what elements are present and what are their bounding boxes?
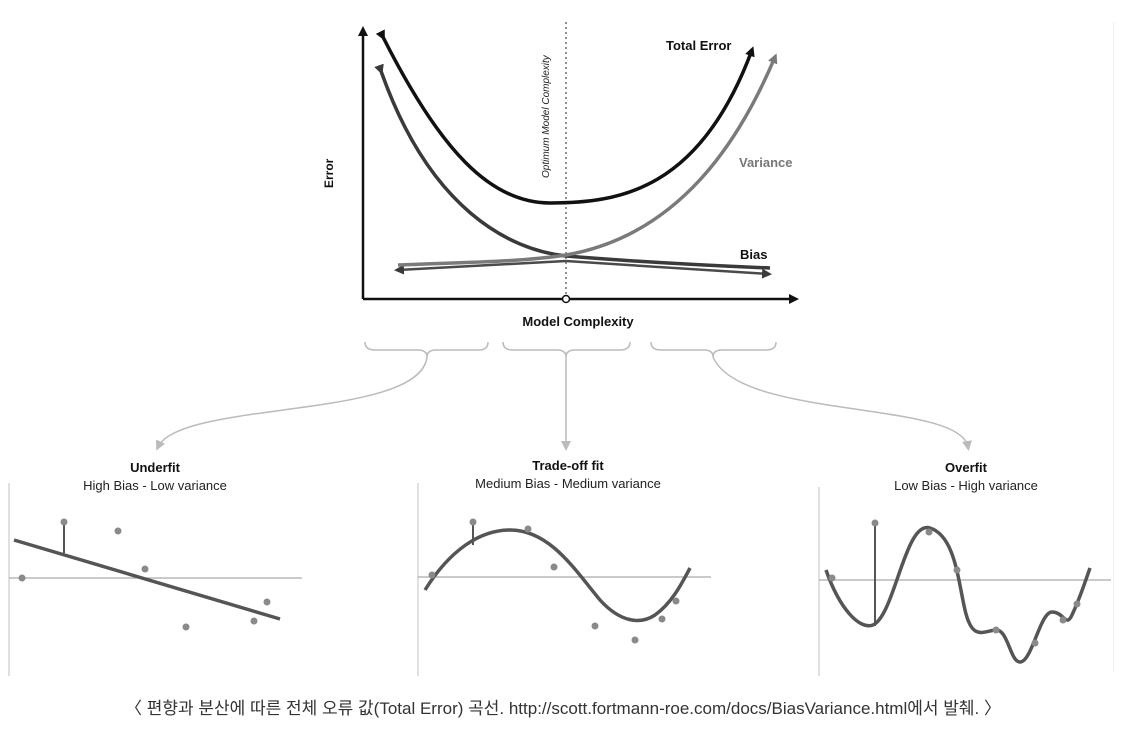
- y-axis-label: Error: [322, 158, 336, 188]
- panel-overfit: Overfit Low Bias - High variance: [818, 460, 1111, 676]
- data-point: [658, 615, 666, 623]
- panel-subtitle: High Bias - Low variance: [83, 478, 227, 493]
- bias-curve: [374, 63, 771, 270]
- data-point: [524, 525, 532, 533]
- bias-label: Bias: [740, 247, 767, 262]
- fit-curve: [423, 528, 692, 623]
- right-border-line: [1113, 22, 1114, 672]
- connector-overfit: [712, 356, 972, 451]
- brace-middle: [502, 341, 631, 358]
- panel-title: Trade-off fit: [532, 458, 604, 473]
- data-point: [114, 527, 122, 535]
- panel-underfit: Underfit High Bias - Low variance: [8, 460, 302, 676]
- data-point: [469, 518, 477, 526]
- figure-caption: 〈 편향과 분산에 따른 전체 오류 값(Total Error) 곡선. ht…: [125, 699, 1001, 718]
- data-point: [182, 623, 190, 631]
- data-point: [428, 571, 436, 579]
- data-point: [953, 566, 961, 574]
- data-point: [550, 563, 558, 571]
- variance-label: Variance: [739, 155, 793, 170]
- panel-title: Overfit: [945, 460, 988, 475]
- data-point: [672, 597, 680, 605]
- brace-right: [650, 341, 777, 358]
- data-point: [828, 574, 836, 582]
- x-axis-label: Model Complexity: [522, 314, 634, 329]
- data-point: [141, 565, 149, 573]
- total-error-label: Total Error: [666, 38, 732, 53]
- data-point: [925, 528, 933, 536]
- connector-underfit: [156, 356, 428, 451]
- main-chart: Optimum Model Complexity Error Model Com…: [322, 22, 799, 329]
- data-points: [18, 518, 271, 631]
- data-point: [1059, 616, 1067, 624]
- data-point: [263, 598, 271, 606]
- data-point: [992, 626, 1000, 634]
- optimum-marker: [561, 294, 571, 304]
- panel-subtitle: Medium Bias - Medium variance: [475, 476, 661, 491]
- data-point: [250, 617, 258, 625]
- fit-curve: [824, 526, 1092, 664]
- data-point: [591, 622, 599, 630]
- variance-tradeoff-arrow: [565, 259, 772, 279]
- bias-tradeoff-arrow: [394, 259, 567, 275]
- variance-curve: [397, 53, 778, 267]
- data-point: [1031, 639, 1039, 647]
- data-point: [1073, 600, 1081, 608]
- panel-subtitle: Low Bias - High variance: [894, 478, 1038, 493]
- data-point: [18, 574, 26, 582]
- data-point: [631, 636, 639, 644]
- data-point: [60, 518, 68, 526]
- optimum-label: Optimum Model Complexity: [541, 54, 552, 178]
- data-points: [428, 518, 680, 644]
- fit-line: [13, 538, 281, 621]
- panel-tradeoff: Trade-off fit Medium Bias - Medium varia…: [417, 458, 711, 676]
- brace-left: [364, 341, 489, 358]
- data-points: [828, 519, 1081, 647]
- data-point: [871, 519, 879, 527]
- panel-title: Underfit: [130, 460, 181, 475]
- connectors: [156, 341, 972, 451]
- total-error-curve: [375, 29, 755, 205]
